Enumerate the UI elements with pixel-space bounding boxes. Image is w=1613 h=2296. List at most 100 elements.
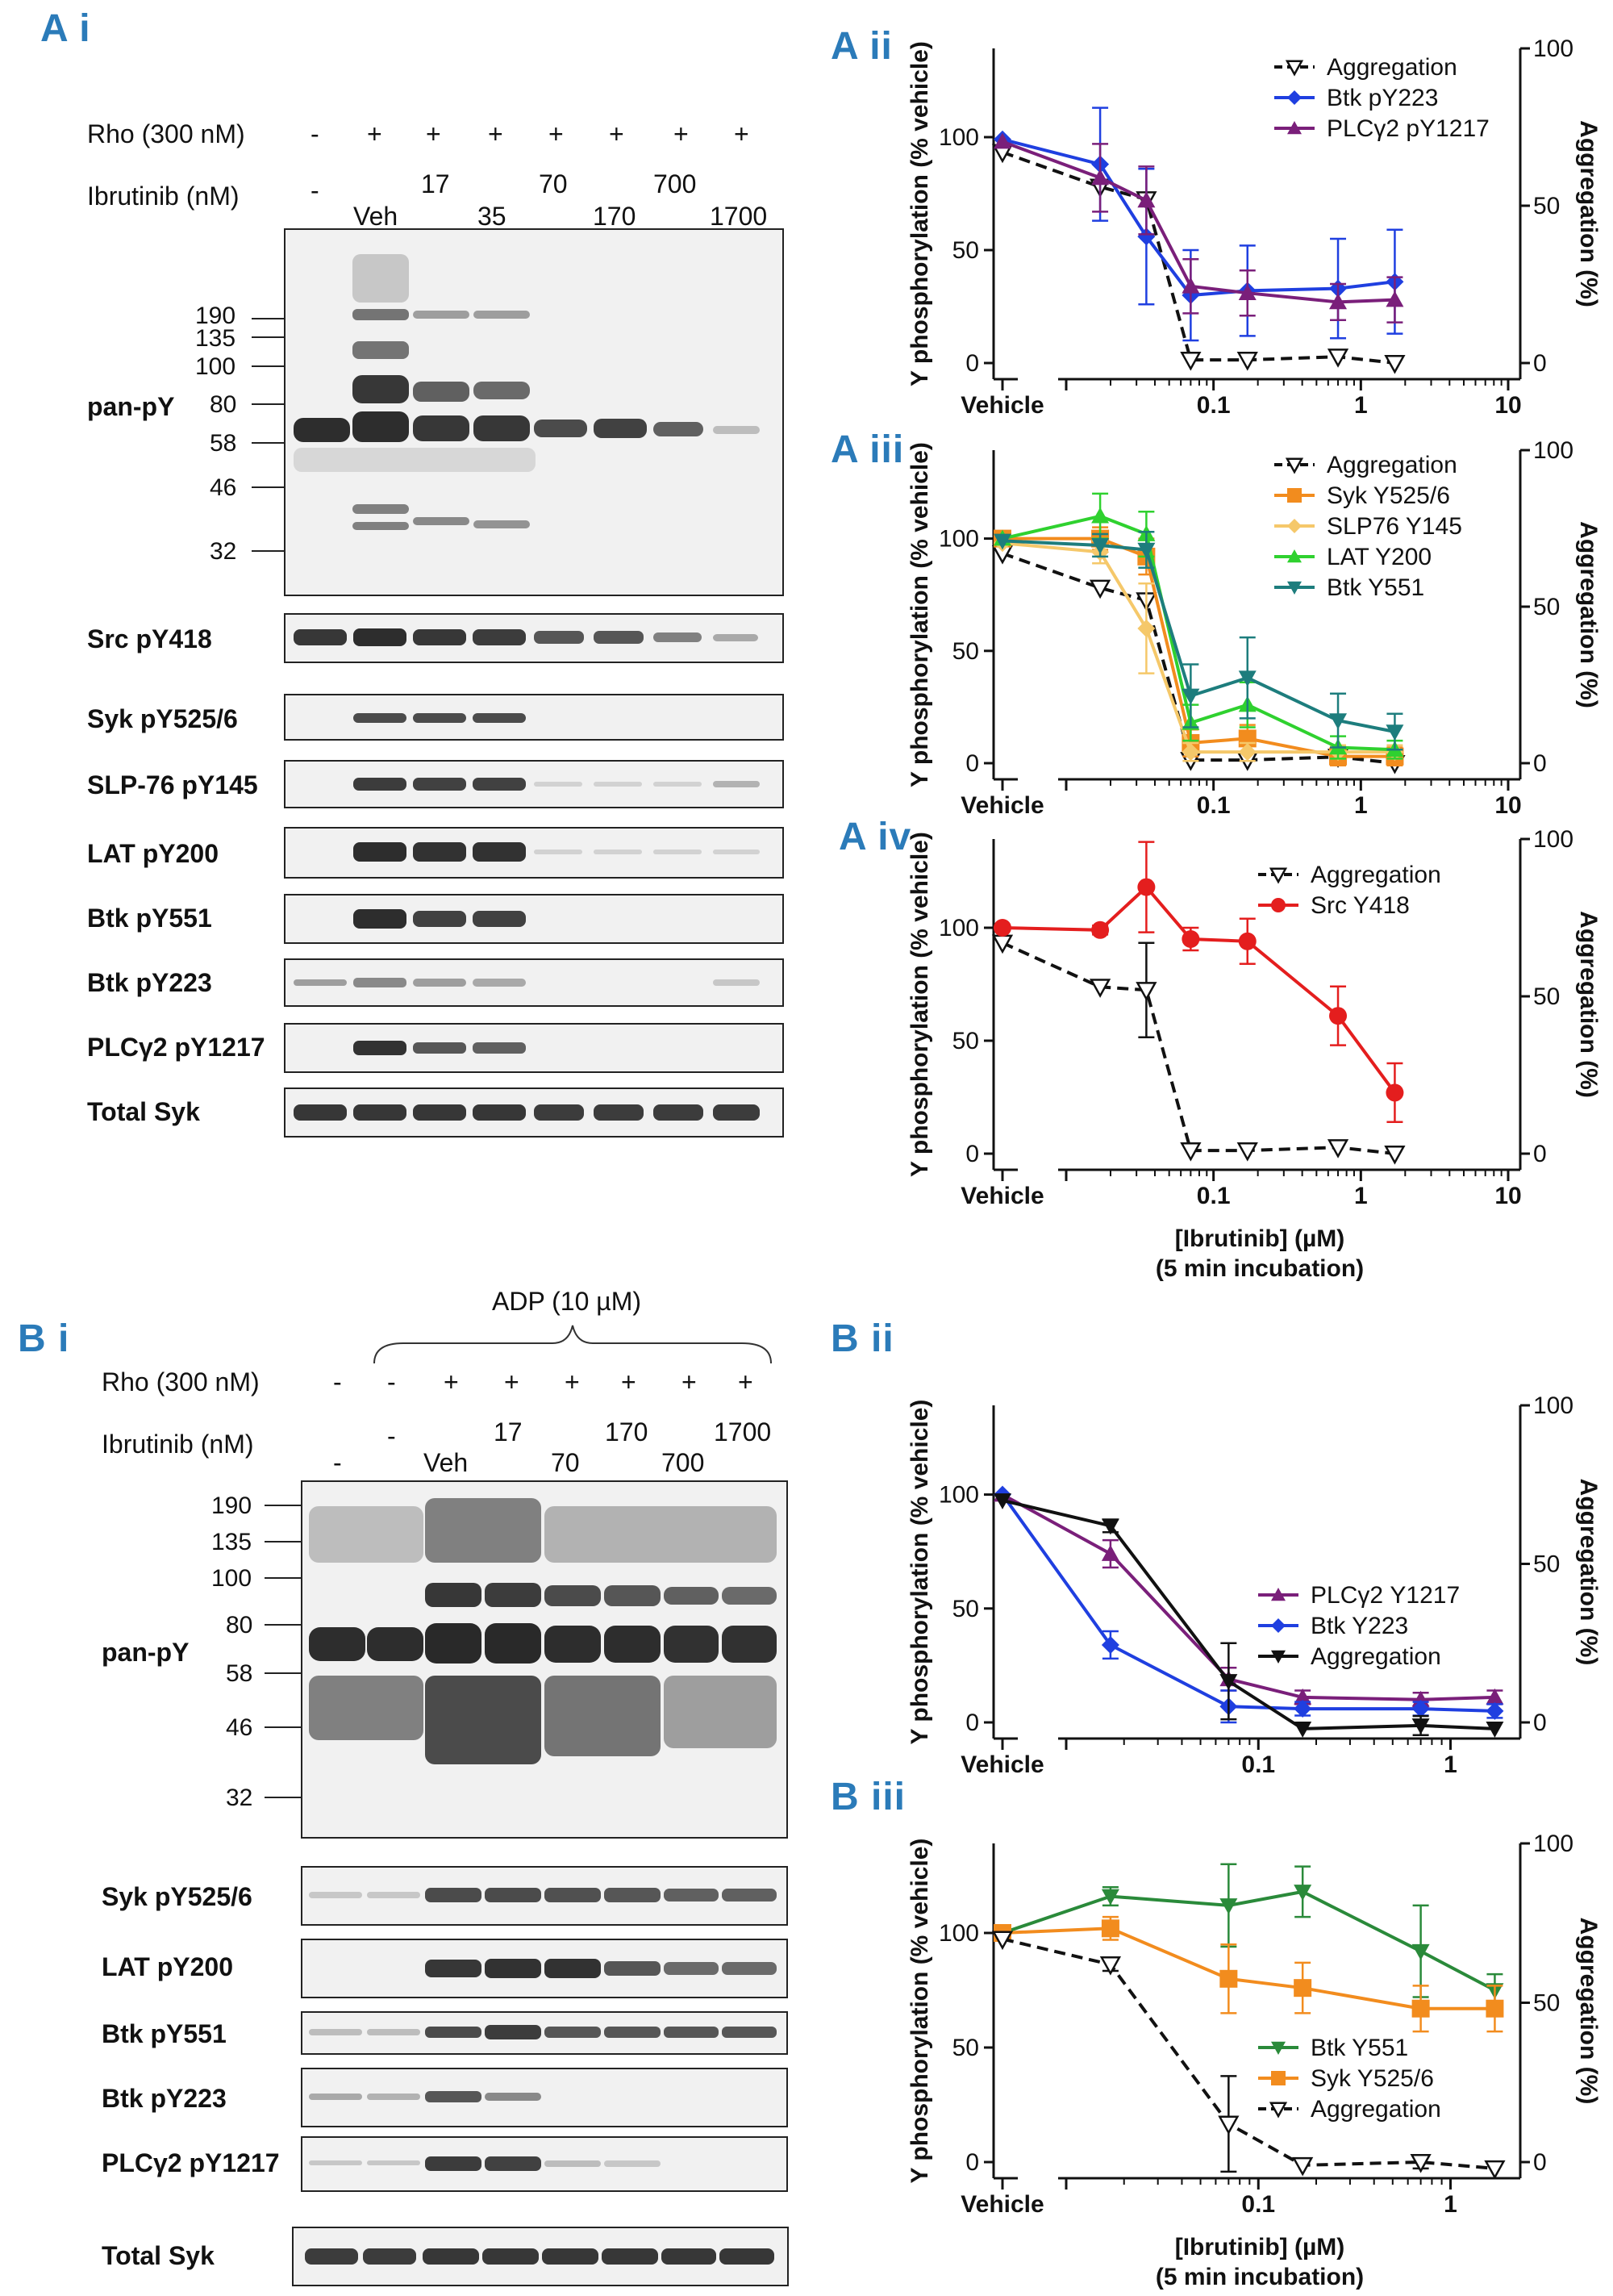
blot-label-pan-py-b: pan-pY bbox=[102, 1638, 190, 1667]
x-tick-label: Vehicle bbox=[961, 792, 1044, 819]
y-axis-title: Y phosphorylation (% vehicle) bbox=[907, 832, 933, 1177]
y2-tick-label: 50 bbox=[1533, 983, 1560, 1010]
blot-label-plcg2-b: PLCγ2 pY1217 bbox=[102, 2148, 280, 2177]
data-point bbox=[994, 533, 1011, 550]
y2-tick-label: 50 bbox=[1533, 1990, 1560, 2017]
rho-sign: + bbox=[565, 1367, 580, 1396]
data-point bbox=[991, 1931, 1014, 1951]
ibr-dose: - bbox=[387, 1421, 396, 1451]
blot-strip-lat-b bbox=[301, 1939, 788, 1998]
y-tick-label: 0 bbox=[965, 1141, 979, 1167]
legend-label: Btk Y551 bbox=[1311, 2035, 1408, 2061]
panel-label-bii: B ii bbox=[831, 1317, 894, 1360]
y-tick-label: 100 bbox=[939, 1920, 979, 1947]
data-point bbox=[1137, 228, 1156, 246]
rho-sign: - bbox=[333, 1367, 342, 1396]
series-btk-y551: Btk Y551 bbox=[994, 530, 1424, 751]
data-point bbox=[1327, 349, 1349, 368]
rho-sign: + bbox=[504, 1367, 519, 1396]
data-point bbox=[1182, 930, 1200, 948]
rho-sign: + bbox=[734, 119, 749, 148]
mw-marker: 58 bbox=[226, 1660, 253, 1687]
data-point bbox=[1484, 2160, 1506, 2180]
y-axis-title: Y phosphorylation (% vehicle) bbox=[907, 1839, 933, 2184]
data-point bbox=[1136, 982, 1157, 1001]
data-point bbox=[1271, 898, 1286, 912]
x-tick-label: 10 bbox=[1494, 392, 1521, 419]
ibr-dose: 70 bbox=[551, 1448, 580, 1477]
adp-label: ADP (10 µM) bbox=[492, 1287, 641, 1316]
blot-label-btk-py551-b: Btk pY551 bbox=[102, 2019, 227, 2048]
x-tick-label: 1 bbox=[1444, 1751, 1457, 1778]
series-line bbox=[1002, 941, 1395, 1155]
data-point bbox=[1287, 121, 1302, 135]
ibrutinib-label-b: Ibrutinib (nM) bbox=[102, 1430, 254, 1459]
blot-label-lat-b: LAT pY200 bbox=[102, 1952, 233, 1981]
mw-marker: 46 bbox=[226, 1714, 253, 1741]
data-point bbox=[1091, 169, 1110, 186]
x-axis-subtitle: (5 min incubation) bbox=[1156, 1255, 1364, 1282]
legend-label: Aggregation bbox=[1327, 54, 1457, 81]
data-point bbox=[1329, 1007, 1348, 1025]
series-syk-y525-6: Syk Y525/6 bbox=[994, 1915, 1504, 2092]
chart-biii: 0 50 100 0 50 100 Vehicle 0.1 1 Y phosphorylation… bbox=[907, 1831, 1602, 2290]
series-line bbox=[1002, 1498, 1495, 1730]
y-tick-label: 50 bbox=[952, 1028, 979, 1054]
blot-label-syk-b: Syk pY525/6 bbox=[102, 1882, 252, 1911]
mw-marker: 190 bbox=[211, 1492, 252, 1519]
y2-tick-label: 50 bbox=[1533, 1551, 1560, 1578]
rho-sign: + bbox=[548, 119, 564, 148]
blot-strip-syk bbox=[284, 694, 784, 741]
x-tick-label: 1 bbox=[1354, 792, 1368, 819]
y2-tick-label: 100 bbox=[1533, 826, 1573, 853]
blot-label-btk-py551: Btk pY551 bbox=[87, 904, 212, 933]
blot-pan-py-a bbox=[284, 228, 784, 596]
data-point bbox=[1101, 1919, 1119, 1938]
data-point bbox=[1294, 1688, 1312, 1705]
data-point bbox=[1486, 1688, 1504, 1705]
chart-aii: 0 50 100 0 50 100 Vehicle 0.1 1 10 Y phosphorylati… bbox=[907, 35, 1602, 419]
data-point bbox=[1091, 538, 1110, 554]
blot-pan-py-b-bands bbox=[309, 1498, 777, 1764]
ibr-dose: 700 bbox=[661, 1448, 705, 1477]
chart-aiv: 0 50 100 0 50 100 Vehicle 0.1 1 10 Y phosphorylati… bbox=[907, 826, 1602, 1282]
series-aggregation: Aggregation bbox=[991, 1931, 1506, 2180]
data-point bbox=[1386, 1083, 1404, 1102]
mw-marker: 46 bbox=[210, 474, 237, 501]
data-point bbox=[1271, 1618, 1286, 1633]
y-axis-title: Y phosphorylation (% vehicle) bbox=[907, 1400, 933, 1745]
y2-tick-label: 0 bbox=[1533, 1709, 1547, 1736]
x-axis-title: [Ibrutinib] (µM) bbox=[1175, 1225, 1345, 1252]
y-tick-label: 0 bbox=[965, 350, 979, 377]
blot-pan-py-b bbox=[301, 1480, 788, 1839]
data-point bbox=[1411, 1700, 1430, 1718]
data-point bbox=[991, 934, 1014, 954]
blot-label-lat-py200: LAT pY200 bbox=[87, 839, 219, 868]
x-tick-label: 1 bbox=[1354, 1183, 1368, 1209]
data-point bbox=[1329, 293, 1348, 310]
legend-label: Syk Y525/6 bbox=[1327, 482, 1450, 509]
data-point bbox=[1219, 1969, 1238, 1988]
series-btk-y223: Btk Y223 bbox=[994, 1485, 1504, 1724]
x-tick-label: Vehicle bbox=[961, 1183, 1044, 1209]
ibr-dose: 1700 bbox=[710, 202, 768, 231]
panel-label-biii: B iii bbox=[831, 1776, 907, 1818]
blot-strip-plcg2-b bbox=[301, 2136, 788, 2192]
data-point bbox=[1238, 284, 1257, 300]
mw-ticks-b bbox=[265, 1505, 302, 1798]
y2-tick-label: 100 bbox=[1533, 1831, 1573, 1857]
data-point bbox=[1238, 932, 1257, 950]
data-point bbox=[994, 132, 1011, 149]
legend-label: Aggregation bbox=[1311, 1643, 1441, 1670]
panel-label-bi: B i bbox=[18, 1317, 70, 1360]
data-point bbox=[994, 1493, 1011, 1509]
ibr-dose: 70 bbox=[539, 169, 568, 198]
data-point bbox=[1236, 1142, 1258, 1162]
rho-sign: + bbox=[444, 1367, 459, 1396]
y-tick-label: 100 bbox=[939, 1482, 979, 1509]
x-tick-label: 0.1 bbox=[1197, 792, 1231, 819]
y2-axis-title: Aggregation (%) bbox=[1575, 1479, 1602, 1666]
series-plc-2-y1217: PLCγ2 Y1217 bbox=[994, 1485, 1504, 1708]
data-point bbox=[1386, 290, 1404, 307]
